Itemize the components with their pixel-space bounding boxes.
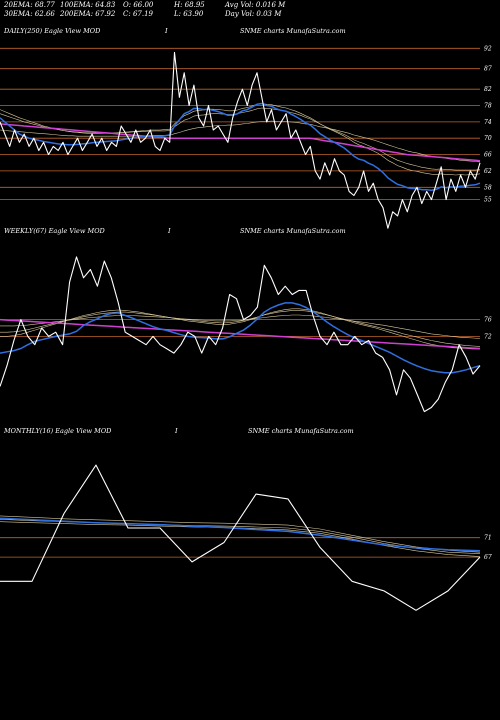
ema200-readout: 200EMA: 67.92 bbox=[60, 10, 116, 18]
weekly-level-tick-label: 76 bbox=[484, 317, 492, 324]
daily-level-tick-label: 62 bbox=[484, 168, 492, 175]
monthly-ema-fast-line bbox=[0, 517, 481, 552]
high-readout: H: 68.95 bbox=[174, 1, 205, 9]
daily-level-tick-label: 87 bbox=[484, 66, 492, 73]
daily-ma3-line bbox=[0, 120, 481, 163]
daily-level-tick-label: 78 bbox=[484, 103, 492, 110]
weekly-ma1-line bbox=[0, 308, 480, 350]
daily-panel-marker: I bbox=[165, 27, 168, 35]
monthly-ma2-line bbox=[0, 519, 481, 554]
weekly-ema-fast-line bbox=[0, 302, 481, 374]
open-readout: O: 66.00 bbox=[123, 1, 154, 9]
ema20-readout: 20EMA: 68.77 bbox=[4, 1, 55, 9]
ema30-readout: 30EMA: 62.66 bbox=[4, 10, 55, 18]
daily-level-tick-label: 70 bbox=[484, 135, 492, 142]
ema100-readout: 100EMA: 64.83 bbox=[60, 1, 116, 9]
daily-level-tick-label: 92 bbox=[484, 45, 492, 52]
monthly-level-tick-label: 67 bbox=[484, 554, 492, 561]
daily-level-tick-label: 82 bbox=[484, 86, 492, 93]
weekly-panel-source: SNME charts MunafaSutra.com bbox=[240, 227, 346, 235]
monthly-ma1-line bbox=[0, 515, 481, 553]
weekly-ma2-line bbox=[0, 310, 481, 347]
low-readout: L: 63.90 bbox=[174, 10, 204, 18]
daily-ma2-line bbox=[0, 107, 481, 171]
daily-level-tick-label: 55 bbox=[484, 197, 492, 204]
monthly-panel-label: MONTHLY(16) Eagle View MOD bbox=[4, 427, 112, 435]
avg-vol-readout: Avg Vol: 0.016 M bbox=[225, 1, 286, 9]
daily-price-line bbox=[0, 51, 481, 229]
daily-ema-long-line bbox=[0, 123, 481, 162]
monthly-ma3-line bbox=[0, 521, 481, 557]
daily-panel-source: SNME charts MunafaSutra.com bbox=[240, 27, 346, 35]
day-vol-readout: Day Vol: 0.03 M bbox=[225, 10, 282, 18]
weekly-price-line bbox=[0, 256, 481, 413]
close-readout: C: 67.19 bbox=[123, 10, 153, 18]
daily-level-tick-label: 58 bbox=[484, 184, 492, 191]
weekly-panel-label: WEEKLY(67) Eagle View MOD bbox=[4, 227, 105, 235]
weekly-panel-marker: I bbox=[168, 227, 171, 235]
monthly-price-line bbox=[0, 464, 481, 611]
daily-ma1-line bbox=[0, 103, 481, 176]
monthly-level-tick-label: 71 bbox=[484, 535, 492, 542]
weekly-ma3-line bbox=[0, 314, 481, 339]
daily-panel-label: DAILY(250) Eagle View MOD bbox=[4, 27, 101, 35]
weekly-ema-long-line bbox=[0, 318, 481, 350]
weekly-level-tick-label: 72 bbox=[484, 333, 492, 340]
daily-level-tick-label: 66 bbox=[484, 152, 492, 159]
monthly-panel-source: SNME charts MunafaSutra.com bbox=[248, 427, 354, 435]
daily-level-tick-label: 74 bbox=[484, 119, 492, 126]
monthly-panel-marker: I bbox=[175, 427, 178, 435]
